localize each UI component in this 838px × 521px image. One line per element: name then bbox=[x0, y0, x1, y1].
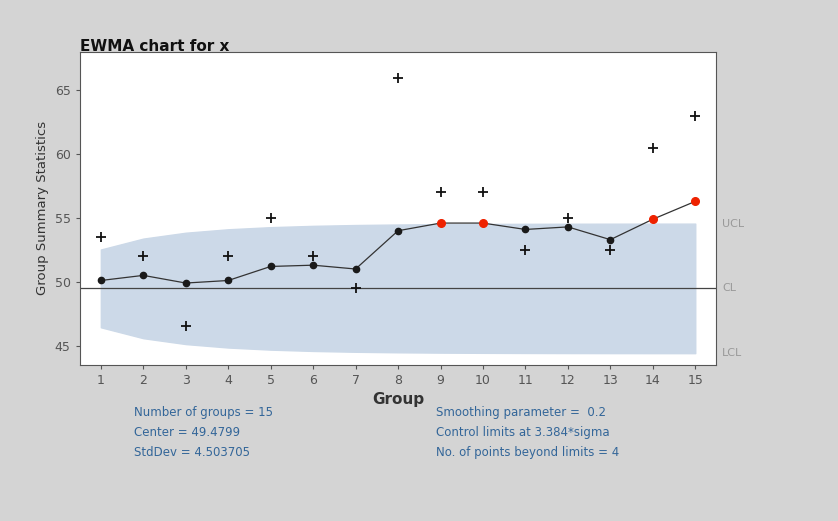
Text: Number of groups = 15
Center = 49.4799
StdDev = 4.503705: Number of groups = 15 Center = 49.4799 S… bbox=[134, 406, 273, 460]
Text: Smoothing parameter =  0.2
Control limits at 3.384*sigma
No. of points beyond li: Smoothing parameter = 0.2 Control limits… bbox=[436, 406, 619, 460]
Text: EWMA chart for x: EWMA chart for x bbox=[80, 39, 229, 54]
Text: UCL: UCL bbox=[722, 219, 744, 229]
X-axis label: Group: Group bbox=[372, 392, 424, 407]
Text: LCL: LCL bbox=[722, 348, 742, 358]
Text: CL: CL bbox=[722, 283, 736, 293]
Y-axis label: Group Summary Statistics: Group Summary Statistics bbox=[36, 121, 49, 295]
